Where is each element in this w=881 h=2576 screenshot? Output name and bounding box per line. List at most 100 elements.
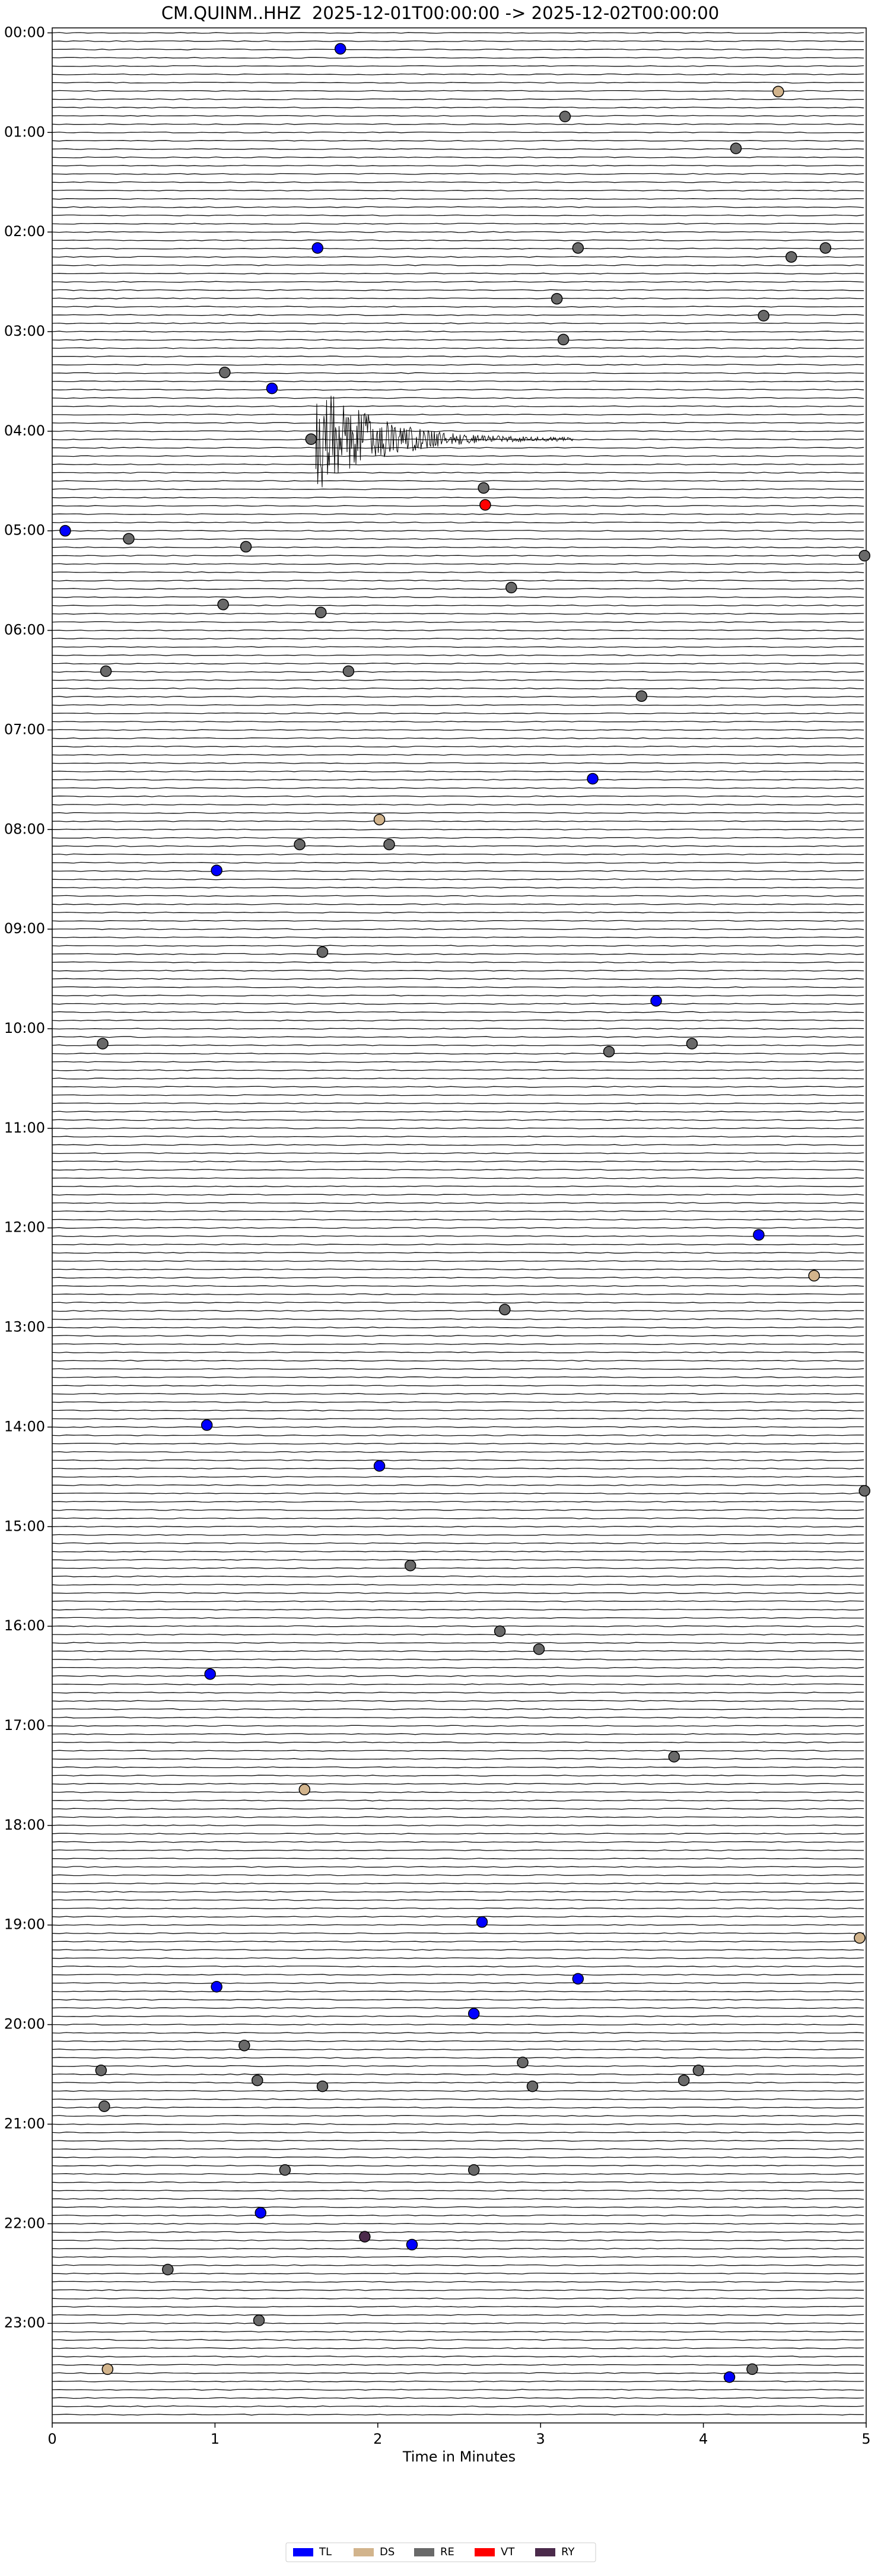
trace (52, 621, 864, 623)
event-marker (123, 533, 135, 545)
trace (52, 953, 864, 955)
trace (52, 488, 864, 491)
trace (52, 156, 864, 158)
trace (52, 679, 864, 681)
trace (52, 447, 864, 449)
y-tick-label: 16:00 (4, 1617, 45, 1634)
trace (52, 115, 864, 117)
trace (52, 1475, 864, 1478)
event-marker (373, 1460, 386, 1472)
trace (52, 546, 864, 549)
event-marker (557, 333, 570, 346)
trace (52, 1285, 864, 1287)
trace (52, 688, 864, 689)
trace (52, 2164, 864, 2167)
event-marker (494, 1625, 506, 1637)
trace (52, 2264, 864, 2266)
trace (52, 654, 864, 656)
y-tick-label: 08:00 (4, 820, 45, 837)
event-marker (692, 2065, 705, 2076)
trace (52, 1028, 864, 1030)
event-marker (758, 310, 769, 322)
trace (52, 2189, 864, 2192)
trace (52, 555, 864, 557)
trace (52, 1808, 864, 1810)
trace (52, 1658, 864, 1661)
event-marker (404, 1559, 416, 1572)
x-tick-label: 0 (47, 2431, 56, 2447)
trace (52, 106, 864, 109)
trace (52, 2197, 864, 2200)
trace (52, 48, 864, 50)
trace (52, 1227, 864, 1229)
y-tick-label: 15:00 (4, 1518, 45, 1534)
y-tick-label: 13:00 (4, 1319, 45, 1335)
event-marker (101, 2363, 114, 2375)
trace (52, 330, 864, 333)
legend-label: RE (440, 2546, 454, 2558)
trace (52, 1019, 864, 1022)
trace (52, 2114, 864, 2117)
event-marker (476, 1916, 488, 1928)
trace (52, 1052, 864, 1055)
event-marker (650, 995, 662, 1007)
trace (52, 712, 864, 714)
event-marker (342, 665, 355, 678)
trace (52, 2405, 864, 2408)
trace (52, 2098, 864, 2100)
trace (52, 1824, 864, 1827)
trace (52, 372, 864, 374)
trace (52, 1741, 864, 1744)
trace (52, 2106, 864, 2108)
trace (52, 1916, 864, 1918)
trace (52, 580, 864, 582)
trace (52, 1003, 864, 1005)
trace (52, 56, 864, 59)
trace (52, 663, 864, 664)
trace (52, 256, 864, 258)
trace (52, 1260, 864, 1262)
trace (52, 2256, 864, 2258)
event-marker (95, 2065, 107, 2076)
y-tick-label: 07:00 (4, 721, 45, 737)
event-marker (298, 1783, 311, 1796)
trace (52, 1766, 864, 1769)
trace (52, 961, 864, 963)
trace (52, 2239, 864, 2241)
trace (52, 1941, 864, 1943)
event-marker (635, 690, 648, 702)
trace (52, 1774, 864, 1777)
trace (52, 1152, 864, 1155)
trace (52, 2057, 864, 2059)
trace (52, 1583, 864, 1586)
trace (52, 322, 864, 325)
y-tick-label: 04:00 (4, 422, 45, 439)
trace (52, 1592, 864, 1594)
trace (52, 2065, 864, 2067)
trace (52, 1575, 864, 1578)
trace (52, 1725, 864, 1727)
x-axis-label: Time in Minutes (402, 2448, 516, 2465)
event-marker (201, 1419, 213, 1431)
trace (52, 1791, 864, 1793)
trace (52, 1849, 864, 1852)
trace (52, 239, 864, 241)
trace (52, 289, 864, 291)
trace (52, 455, 864, 457)
event-marker (334, 43, 346, 55)
trace (52, 1841, 864, 1843)
trace (52, 2355, 864, 2358)
event-marker (255, 2207, 266, 2219)
event-marker (858, 549, 871, 562)
chart-title: CM.QUINM..HHZ 2025-12-01T00:00:00 -> 202… (161, 3, 719, 23)
trace (52, 1169, 864, 1171)
trace (52, 1401, 864, 1403)
trace (52, 2314, 864, 2316)
trace (52, 1077, 864, 1080)
trace (52, 414, 864, 416)
trace (52, 762, 864, 764)
trace (52, 480, 864, 482)
trace (52, 1318, 864, 1321)
event-marker (730, 142, 742, 154)
event-marker (723, 2371, 736, 2383)
